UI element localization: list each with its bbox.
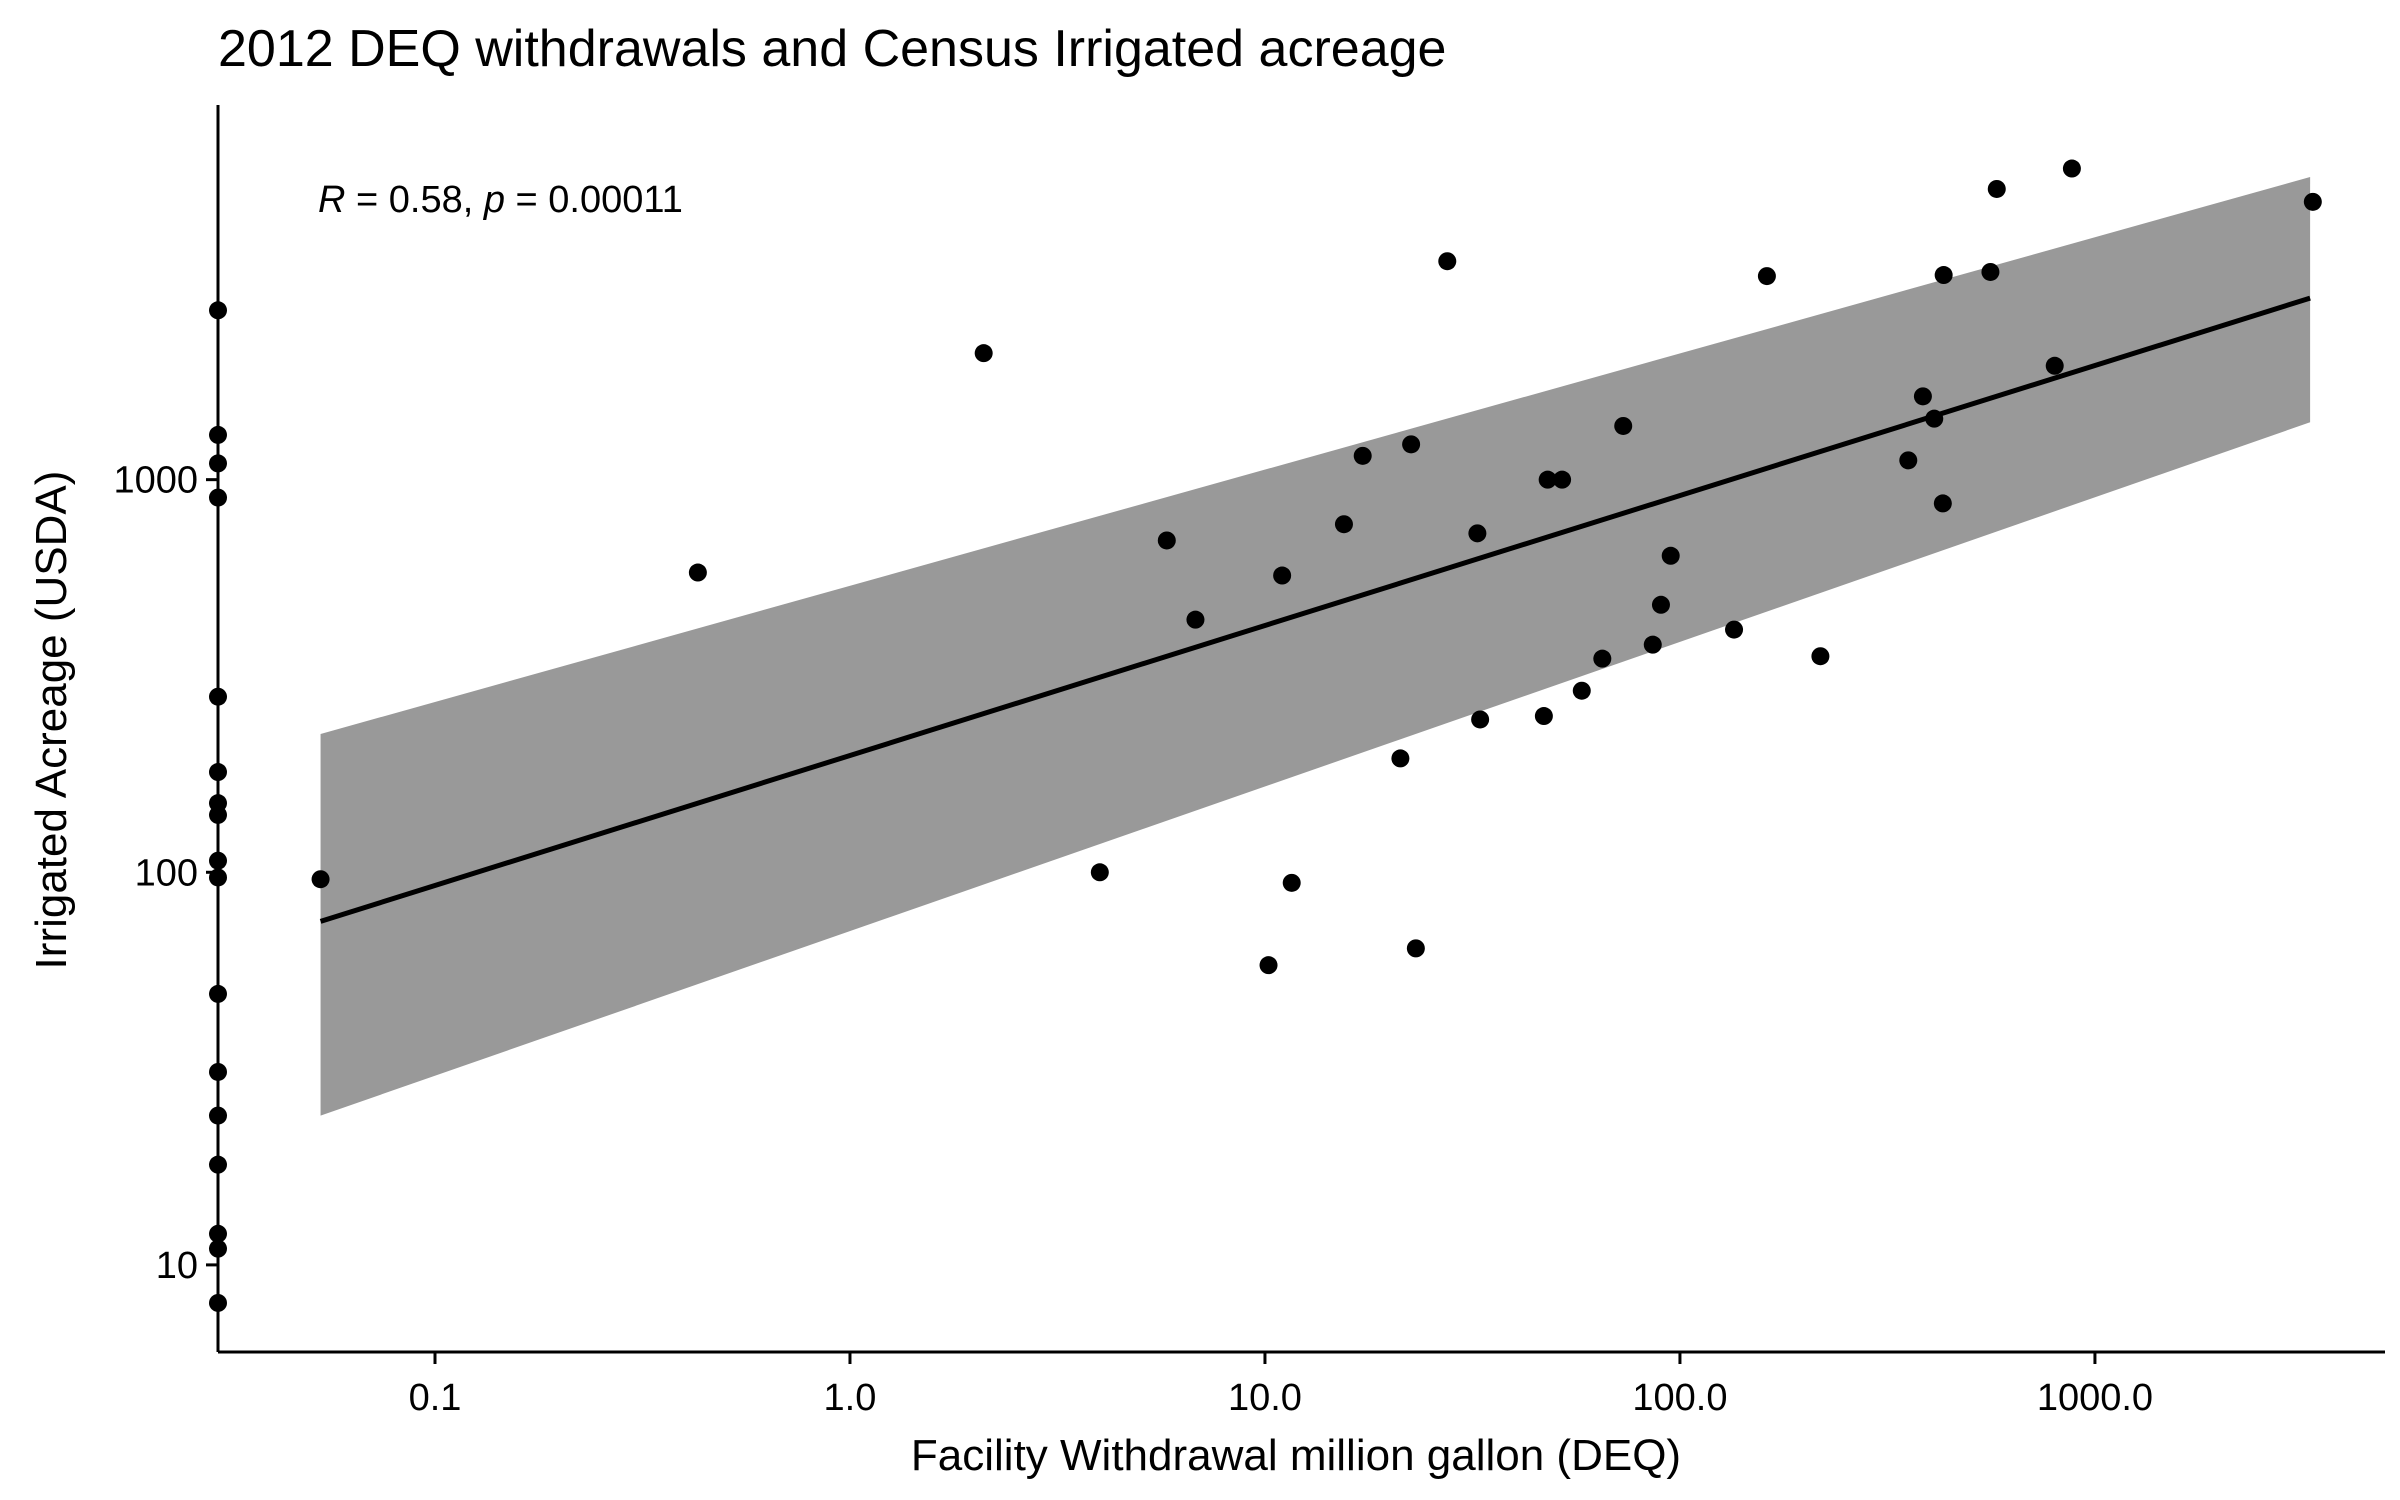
data-point [1353,446,1372,465]
data-point [1934,266,1953,285]
data-point [1981,262,2000,281]
p-symbol: p [483,179,505,221]
x-tick-label: 0.1 [409,1377,462,1419]
x-tick-label: 10.0 [1228,1377,1302,1419]
data-point [1406,939,1425,958]
data-point [1725,620,1744,639]
data-point [1273,566,1292,585]
y-axis-ticks: 10 100 1000 [113,460,218,1287]
x-axis-title: Facility Withdrawal million gallon (DEQ) [911,1431,1681,1480]
data-point [1614,416,1633,435]
data-point [1661,546,1680,565]
data-point [2303,192,2322,211]
data-point [2062,159,2081,178]
data-point [1933,494,1952,513]
data-point [1538,470,1557,489]
x-tick-label: 1000.0 [2037,1377,2153,1419]
data-point [2045,356,2064,375]
data-point [1651,595,1670,614]
data-point [1593,649,1612,668]
y-tick-label: 1000 [113,460,198,502]
data-point [1987,179,2006,198]
data-point [1925,409,1944,428]
data-point [1438,252,1457,271]
chart-title: 2012 DEQ withdrawals and Census Irrigate… [218,20,1446,78]
x-axis-ticks: 0.1 1.0 10.0 100.0 1000.0 [409,1352,2153,1419]
data-point [1157,531,1176,550]
data-point [1811,647,1830,666]
data-point [1899,451,1918,470]
p-value: = 0.00011 [505,179,683,221]
r-value: = 0.58, [345,179,483,221]
data-point [1259,956,1278,975]
data-point [1757,267,1776,286]
data-point [1391,749,1410,768]
data-point [1471,710,1490,729]
x-tick-label: 1.0 [824,1377,877,1419]
y-axis-title: Irrigated Acreage (USDA) [27,471,76,970]
data-point [1534,707,1553,726]
data-point [1402,435,1421,454]
data-point [1186,610,1205,629]
data-point [1282,873,1301,892]
r-symbol: R [318,179,345,221]
data-point [311,870,330,889]
confidence-band [320,177,2311,1116]
fit-line [319,295,2311,924]
data-point [1553,470,1572,489]
data-point [974,344,993,363]
correlation-annotation: R = 0.58, p = 0.00011 [318,179,683,221]
y-tick-label: 100 [135,852,198,894]
data-point [1913,387,1932,406]
data-point [1468,524,1487,543]
data-point [1572,681,1591,700]
y-tick-label: 10 [156,1245,198,1287]
data-point [1334,515,1353,534]
x-tick-label: 100.0 [1632,1377,1727,1419]
data-point [1090,863,1109,882]
data-point [688,563,707,582]
data-point [1643,635,1662,654]
